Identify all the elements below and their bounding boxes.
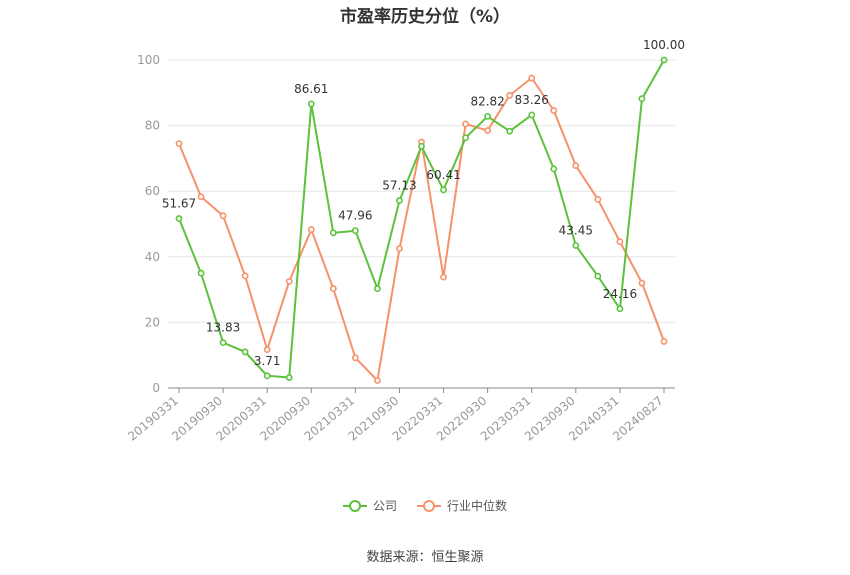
data-source-note: 数据来源：恒生聚源 [366,550,484,565]
y-tick-label-60: 60 [145,184,160,198]
data-point-company-21 [638,95,646,103]
legend-marker-company [342,499,367,512]
legend-item-company[interactable]: 公司 [342,497,397,514]
data-point-company-6 [307,100,315,108]
data-point-industry-median-6 [307,226,315,233]
y-tick-label-80: 80 [145,119,160,133]
data-point-industry-median-14 [484,127,492,134]
y-tick-label-0: 0 [152,381,160,395]
data-point-company-7 [329,229,337,237]
data-point-industry-median-15 [506,92,514,99]
data-point-industry-median-2 [219,212,227,220]
data-point-industry-median-17 [550,107,558,114]
data-point-industry-median-22 [660,338,668,345]
data-point-company-1 [197,269,205,277]
data-point-company-20 [616,305,624,313]
data-point-company-14 [484,112,492,120]
chart-title: 市盈率历史分位（%） [339,7,511,27]
legend-label-industry-median: 行业中位数 [447,499,508,513]
data-label-company-4: 3.71 [254,354,281,368]
data-point-industry-median-18 [572,162,580,170]
data-point-company-18 [572,242,580,249]
data-point-company-2 [219,339,227,347]
data-point-company-10 [396,197,403,205]
data-point-company-3 [241,348,249,356]
data-point-company-8 [351,227,359,235]
legend: 公司 行业中位数 [0,497,850,514]
data-point-industry-median-13 [462,120,469,128]
data-label-company-6: 86.61 [294,82,328,96]
y-tick-label-40: 40 [145,250,160,264]
data-label-company-14: 82.82 [470,94,504,108]
data-point-industry-median-0 [175,140,183,148]
grid-lines [168,59,675,323]
data-point-industry-median-10 [396,245,403,252]
data-point-company-11 [418,142,425,150]
data-point-company-19 [594,272,602,280]
data-point-industry-median-3 [241,272,249,280]
data-point-industry-median-16 [528,74,536,82]
data-point-industry-median-7 [329,285,337,293]
data-point-company-15 [506,127,514,135]
data-point-industry-median-20 [616,238,624,246]
data-point-industry-median-9 [374,377,381,384]
data-point-company-17 [550,165,558,173]
y-tick-label-100: 100 [137,53,160,67]
data-point-company-0 [175,215,183,222]
data-label-company-20: 24.16 [603,287,637,301]
data-label-company-22: 100.00 [643,38,685,52]
y-tick-label-20: 20 [145,315,160,329]
data-point-company-9 [374,285,381,293]
data-point-industry-median-21 [638,279,646,287]
data-label-company-10: 57.13 [382,179,416,193]
data-point-company-16 [528,111,536,119]
data-label-company-18: 43.45 [559,223,593,237]
data-point-company-5 [285,374,293,381]
data-point-industry-median-5 [285,277,293,285]
series-line-company [178,59,665,379]
data-point-industry-median-8 [351,354,359,362]
data-label-company-2: 13.83 [206,321,240,335]
data-point-company-4 [263,372,271,380]
legend-item-industry-median[interactable]: 行业中位数 [417,497,507,514]
data-labels: 51.67 13.83 3.71 86.61 47.96 57.13 60.41 82.82 8… [162,38,685,368]
data-point-company-12 [440,186,447,194]
data-label-company-8: 47.96 [338,209,372,223]
data-label-company-12: 60.41 [426,168,460,182]
data-point-company-22 [660,56,668,64]
data-point-industry-median-19 [594,195,602,203]
legend-marker-industry-median [417,499,441,512]
data-label-company-16: 83.26 [515,93,549,107]
data-point-industry-median-12 [440,273,447,281]
data-point-industry-median-4 [263,346,271,354]
data-label-company-0: 51.67 [162,197,196,211]
data-point-industry-median-1 [197,193,205,201]
data-point-company-13 [462,134,469,142]
series-lines [175,56,668,384]
legend-label-company: 公司 [372,499,397,513]
